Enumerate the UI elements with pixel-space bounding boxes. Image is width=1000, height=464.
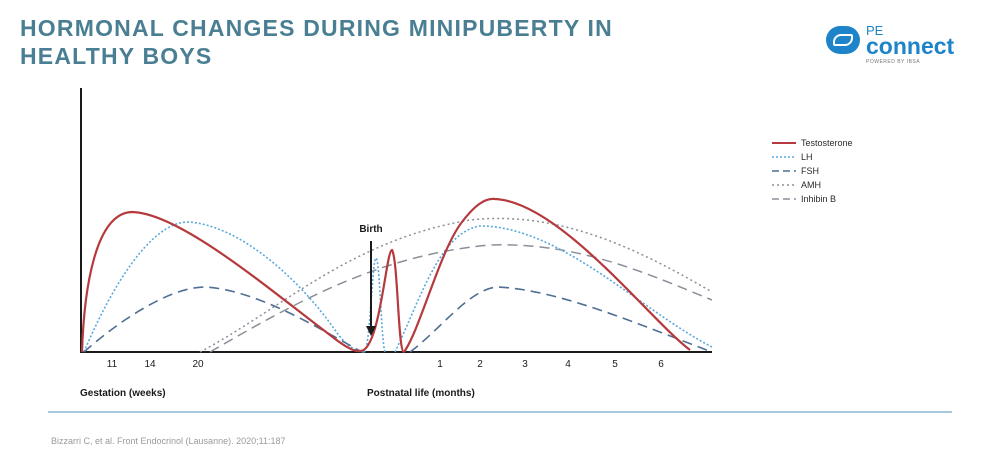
tick-label: 4	[565, 359, 571, 370]
tick-label: 14	[144, 359, 156, 370]
series-testosterone-fetal	[80, 210, 361, 353]
series-testosterone-postnatal	[403, 197, 691, 353]
legend-item-lh: LH	[772, 152, 813, 162]
page-title-line1: HORMONAL CHANGES DURING MINIPUBERTY IN	[20, 15, 613, 41]
logo-icon	[826, 26, 860, 54]
logo-top-text: PE	[866, 23, 884, 38]
series-fsh-postnatal	[409, 286, 713, 353]
legend-label: AMH	[801, 180, 821, 190]
tick-label: 3	[522, 359, 528, 370]
series-fsh-fetal	[83, 286, 363, 353]
logo-sub-text: POWERED BY IBSA	[866, 59, 921, 65]
tick-label: 2	[477, 359, 483, 370]
tick-label: 6	[658, 359, 664, 370]
legend-label: LH	[801, 152, 813, 162]
tick-label: 20	[192, 359, 204, 370]
tick-label: 5	[612, 359, 618, 370]
birth-label: Birth	[359, 224, 382, 235]
tick-label: 1	[437, 359, 443, 370]
legend-label: FSH	[801, 166, 819, 176]
legend-label: Testosterone	[801, 138, 853, 148]
postnatal-axis-label: Postnatal life (months)	[367, 388, 475, 399]
legend-item-fsh: FSH	[772, 166, 819, 176]
series-lh-postnatal	[394, 225, 713, 353]
series-lh-fetal	[83, 221, 365, 353]
gestation-axis-label: Gestation (weeks)	[80, 388, 166, 399]
page-title: HORMONAL CHANGES DURING MINIPUBERTY IN H…	[20, 14, 740, 70]
logo-main-text: connect	[866, 33, 955, 59]
series-curves	[80, 197, 713, 354]
legend-label: Inhibin B	[801, 194, 836, 204]
legend: Testosterone LH FSH AMH Inhibin B	[772, 138, 853, 204]
birth-marker: Birth	[359, 224, 383, 336]
legend-item-testosterone: Testosterone	[772, 138, 853, 148]
legend-item-amh: AMH	[772, 180, 821, 190]
postnatal-ticks: 1 2 3 4 5 6	[437, 359, 664, 370]
pe-connect-logo: PE connect POWERED BY IBSA	[826, 22, 976, 72]
legend-item-inhibin-b: Inhibin B	[772, 194, 836, 204]
tick-label: 11	[107, 359, 118, 370]
gestation-ticks: 11 14 20	[107, 359, 204, 370]
series-testosterone-birth	[359, 248, 406, 354]
page-title-line2: HEALTHY BOYS	[20, 43, 213, 69]
divider	[48, 411, 952, 413]
series-lh-birth	[363, 257, 386, 353]
citation: Bizzarri C, et al. Front Endocrinol (Lau…	[51, 436, 286, 446]
series-inhibin-b	[209, 244, 713, 353]
